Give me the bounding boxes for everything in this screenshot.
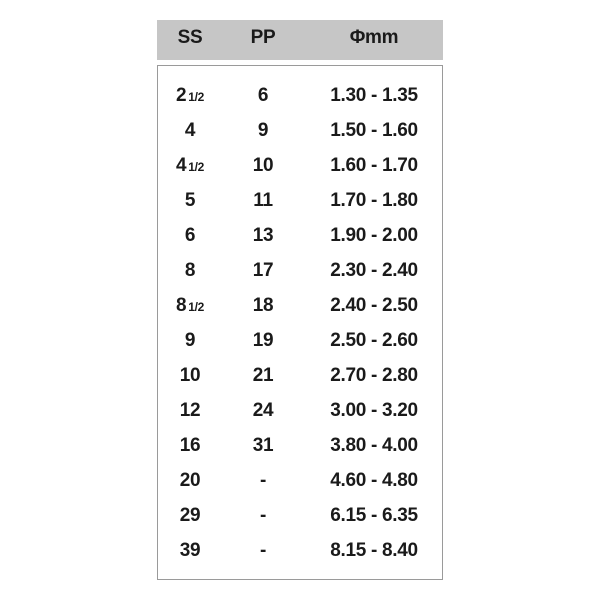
- header-cell: Φmm: [349, 27, 399, 48]
- pp-cell: 17: [252, 260, 274, 281]
- mm-cell: 2.50 - 2.60: [330, 330, 418, 351]
- mm-cell: 1.50 - 1.60: [330, 120, 418, 141]
- ss-fraction: 1/2: [188, 90, 205, 104]
- table-box: [157, 65, 443, 580]
- pp-cell: 10: [252, 155, 274, 176]
- ss-cell: 10: [179, 365, 201, 386]
- ss-cell: 20: [179, 470, 201, 491]
- pp-cell: -: [259, 505, 267, 526]
- ss-cell: 4 1/2: [176, 155, 204, 177]
- pp-cell: 21: [252, 365, 274, 386]
- ss-whole: 2: [175, 85, 187, 106]
- pp-cell: 24: [252, 400, 274, 421]
- pp-cell: 18: [252, 295, 274, 316]
- ss-cell: 9: [184, 330, 196, 351]
- mm-cell: 1.70 - 1.80: [330, 190, 418, 211]
- mm-cell: 1.90 - 2.00: [330, 225, 418, 246]
- mm-cell: 2.70 - 2.80: [330, 365, 418, 386]
- ss-cell: 39: [179, 540, 201, 561]
- mm-cell: 6.15 - 6.35: [330, 505, 418, 526]
- pp-cell: 19: [252, 330, 274, 351]
- mm-cell: 2.40 - 2.50: [330, 295, 418, 316]
- pp-cell: 9: [257, 120, 269, 141]
- header-band: [157, 20, 443, 60]
- mm-cell: 4.60 - 4.80: [330, 470, 418, 491]
- ss-cell: 4: [184, 120, 196, 141]
- mm-cell: 2.30 - 2.40: [330, 260, 418, 281]
- ss-whole: 4: [175, 155, 187, 176]
- pp-cell: 11: [253, 190, 273, 211]
- ss-cell: 8 1/2: [176, 295, 204, 317]
- mm-cell: 3.00 - 3.20: [330, 400, 418, 421]
- mm-cell: 1.30 - 1.35: [330, 85, 418, 106]
- ss-cell: 16: [179, 435, 201, 456]
- ss-cell: 29: [179, 505, 201, 526]
- ss-cell: 6: [184, 225, 196, 246]
- ss-fraction: 1/2: [188, 300, 205, 314]
- pp-cell: 13: [252, 225, 274, 246]
- header-cell: PP: [250, 27, 276, 48]
- pp-cell: -: [259, 470, 267, 491]
- ss-cell: 5: [184, 190, 196, 211]
- ss-cell: 8: [184, 260, 196, 281]
- ss-whole: 8: [175, 295, 187, 316]
- header-cell: SS: [177, 27, 203, 48]
- ss-cell: 2 1/2: [176, 85, 204, 107]
- mm-cell: 8.15 - 8.40: [330, 540, 418, 561]
- ss-fraction: 1/2: [188, 160, 205, 174]
- pp-cell: 31: [252, 435, 274, 456]
- mm-cell: 3.80 - 4.00: [330, 435, 418, 456]
- pp-cell: 6: [257, 85, 269, 106]
- mm-cell: 1.60 - 1.70: [330, 155, 418, 176]
- pp-cell: -: [259, 540, 267, 561]
- ss-cell: 12: [179, 400, 201, 421]
